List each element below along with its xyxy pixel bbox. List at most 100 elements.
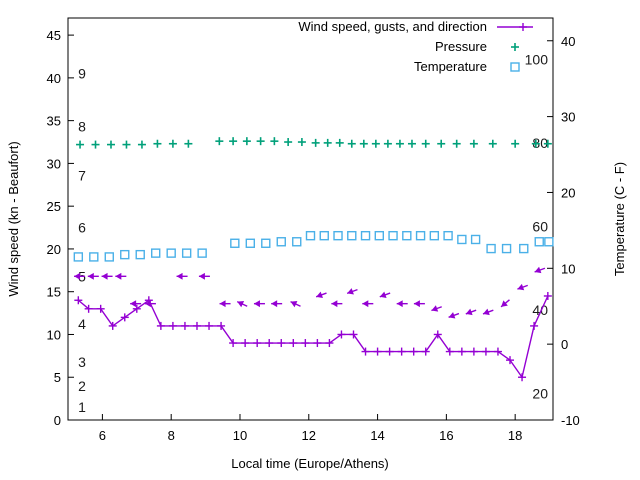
pressure-series: [76, 137, 552, 149]
x-tick-label: 14: [370, 428, 384, 443]
arrow-head: [517, 283, 525, 291]
temperature-point: [457, 234, 467, 245]
temperature-point: [319, 230, 329, 241]
arrow-head: [448, 312, 456, 319]
arrow-head: [237, 301, 245, 308]
y2-tick-label: 30: [561, 110, 575, 125]
wind-direction-arrow: [379, 291, 391, 298]
wind-direction-arrow: [482, 308, 494, 316]
beaufort-label: 9: [78, 66, 86, 82]
temperature-point: [89, 252, 99, 262]
temperature-point: [429, 230, 440, 241]
wind-speed-series: [74, 291, 552, 382]
y-tick-label: 30: [47, 156, 61, 171]
temperature-point: [443, 230, 453, 241]
arrow-head: [465, 308, 473, 316]
plot-frame: [67, 17, 554, 421]
temperature-point: [305, 230, 316, 241]
temperature-point: [245, 238, 256, 248]
y2-tick-label: 0: [561, 337, 568, 352]
temperature-point: [415, 230, 426, 241]
legend-label: Wind speed, gusts, and direction: [298, 19, 487, 34]
temperature-point: [166, 248, 176, 258]
temperature-series: [73, 230, 554, 262]
y2-tick-label: -10: [561, 413, 580, 428]
wind-direction-arrow: [130, 300, 142, 308]
wind-direction-arrow: [413, 300, 425, 308]
temperature-point: [261, 238, 271, 248]
wind-direction-arrow: [144, 300, 156, 308]
arrow-head: [176, 272, 183, 280]
temperature-point: [292, 237, 302, 247]
temperature-point: [501, 243, 512, 254]
arrow-head: [413, 300, 420, 308]
wind-direction-arrow: [346, 288, 358, 295]
y2-tick-label: 10: [561, 261, 575, 276]
temperature-point: [486, 243, 496, 254]
y-axis-title: Wind speed (kn - Beaufort): [6, 141, 21, 296]
y2-axis-title: Temperature (C - F): [612, 162, 627, 276]
arrow-head: [87, 272, 94, 280]
wind-direction-arrow: [87, 272, 99, 280]
wind-direction-arrow: [198, 272, 210, 280]
arrow-head: [396, 300, 403, 308]
temperature-point: [104, 252, 114, 262]
y-tick-label: 15: [47, 285, 61, 300]
arrow-head: [482, 308, 490, 316]
arrow-head: [379, 291, 387, 298]
beaufort-label: 8: [78, 119, 86, 135]
wind-direction-arrow: [396, 300, 408, 308]
wind-direction-arrow: [331, 300, 343, 308]
y-tick-label: 40: [47, 71, 61, 86]
x-axis-title: Local time (Europe/Athens): [231, 456, 389, 471]
wind-direction-arrow: [271, 300, 283, 308]
temperature-point: [135, 249, 145, 260]
beaufort-label: 7: [78, 167, 86, 183]
arrow-head: [534, 266, 542, 274]
wind-direction-arrow: [362, 300, 374, 308]
temperature-point: [519, 243, 529, 254]
y2-tick-label: 40: [561, 34, 575, 49]
beaufort-label: 1: [78, 399, 86, 415]
arrow-head: [431, 305, 439, 312]
legend-label: Pressure: [435, 39, 487, 54]
wind-direction-arrow: [465, 308, 477, 316]
wind-direction-arrow: [431, 305, 442, 312]
temperature-point: [347, 230, 357, 241]
temperature-point: [360, 230, 371, 241]
beaufort-label: 4: [78, 316, 86, 332]
wind-direction-arrow: [74, 272, 86, 280]
x-tick-label: 12: [302, 428, 316, 443]
wind-direction-arrow: [500, 299, 510, 308]
wind-direction-arrow: [253, 300, 265, 308]
wind-direction-arrow: [290, 300, 301, 308]
temperature-point: [197, 248, 207, 258]
arrow-head: [115, 272, 122, 280]
temperature-point: [276, 237, 286, 247]
arrow-head: [271, 300, 278, 308]
wind-direction-arrow: [236, 300, 248, 308]
arrow-head: [316, 291, 323, 298]
temperature-point: [388, 230, 398, 241]
temperature-point: [333, 230, 343, 241]
temperature-point: [470, 234, 481, 245]
wind-direction-arrow: [315, 291, 327, 298]
arrow-head: [101, 272, 108, 280]
temperature-point: [534, 237, 544, 247]
temperature-point: [374, 230, 384, 241]
wind-direction-arrow: [219, 300, 231, 308]
wind-direction-arrow: [115, 272, 127, 280]
fahrenheit-label: 60: [532, 219, 548, 235]
y-tick-label: 25: [47, 199, 61, 214]
x-tick-label: 10: [233, 428, 247, 443]
temperature-point: [120, 249, 130, 260]
temperature-point: [230, 238, 240, 248]
wind-speed-line: [77, 295, 549, 379]
wind-direction-arrow: [517, 283, 528, 291]
wind-direction-arrows: [74, 266, 546, 319]
wind-direction-arrow: [176, 272, 188, 280]
arrow-head: [501, 300, 508, 307]
x-tick-label: 16: [439, 428, 453, 443]
